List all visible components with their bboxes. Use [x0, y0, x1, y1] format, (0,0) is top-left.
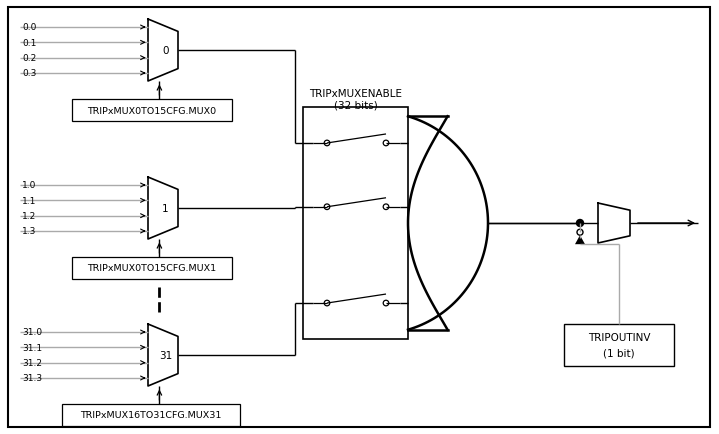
Text: 1.3: 1.3: [22, 227, 37, 236]
Text: TRIPxMUX16TO31CFG.MUX31: TRIPxMUX16TO31CFG.MUX31: [81, 411, 221, 420]
Bar: [72, 100, 232, 122]
Text: 0: 0: [162, 46, 169, 56]
Text: 0.0: 0.0: [22, 23, 37, 33]
Text: 1: 1: [162, 204, 169, 214]
Bar: [62, 404, 240, 426]
Text: 31.1: 31.1: [22, 343, 42, 352]
Text: (32 bits): (32 bits): [334, 100, 377, 110]
Text: 0.2: 0.2: [22, 54, 36, 63]
Text: TRIPxMUX0TO15CFG.MUX0: TRIPxMUX0TO15CFG.MUX0: [88, 106, 216, 115]
Text: 31: 31: [159, 350, 172, 360]
Text: 31.2: 31.2: [22, 358, 42, 367]
Text: 1.1: 1.1: [22, 196, 37, 205]
Circle shape: [577, 220, 584, 227]
Bar: [72, 257, 232, 279]
Text: 0.1: 0.1: [22, 39, 37, 48]
Text: TRIPxMUXENABLE: TRIPxMUXENABLE: [309, 89, 402, 99]
Text: 31.3: 31.3: [22, 374, 42, 383]
Text: TRIPOUTINV: TRIPOUTINV: [587, 332, 650, 342]
Polygon shape: [575, 236, 585, 245]
Bar: [303, 108, 408, 339]
Bar: [564, 324, 674, 366]
Text: 31.0: 31.0: [22, 328, 42, 337]
Text: (1 bit): (1 bit): [603, 348, 635, 358]
Text: 1.2: 1.2: [22, 212, 36, 220]
Text: 0.3: 0.3: [22, 69, 37, 78]
Text: TRIPxMUX0TO15CFG.MUX1: TRIPxMUX0TO15CFG.MUX1: [88, 264, 216, 273]
Text: 1.0: 1.0: [22, 181, 37, 190]
